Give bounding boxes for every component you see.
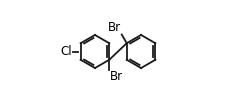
- Text: Br: Br: [110, 70, 123, 83]
- Text: Cl: Cl: [61, 45, 72, 58]
- Text: Br: Br: [108, 21, 121, 34]
